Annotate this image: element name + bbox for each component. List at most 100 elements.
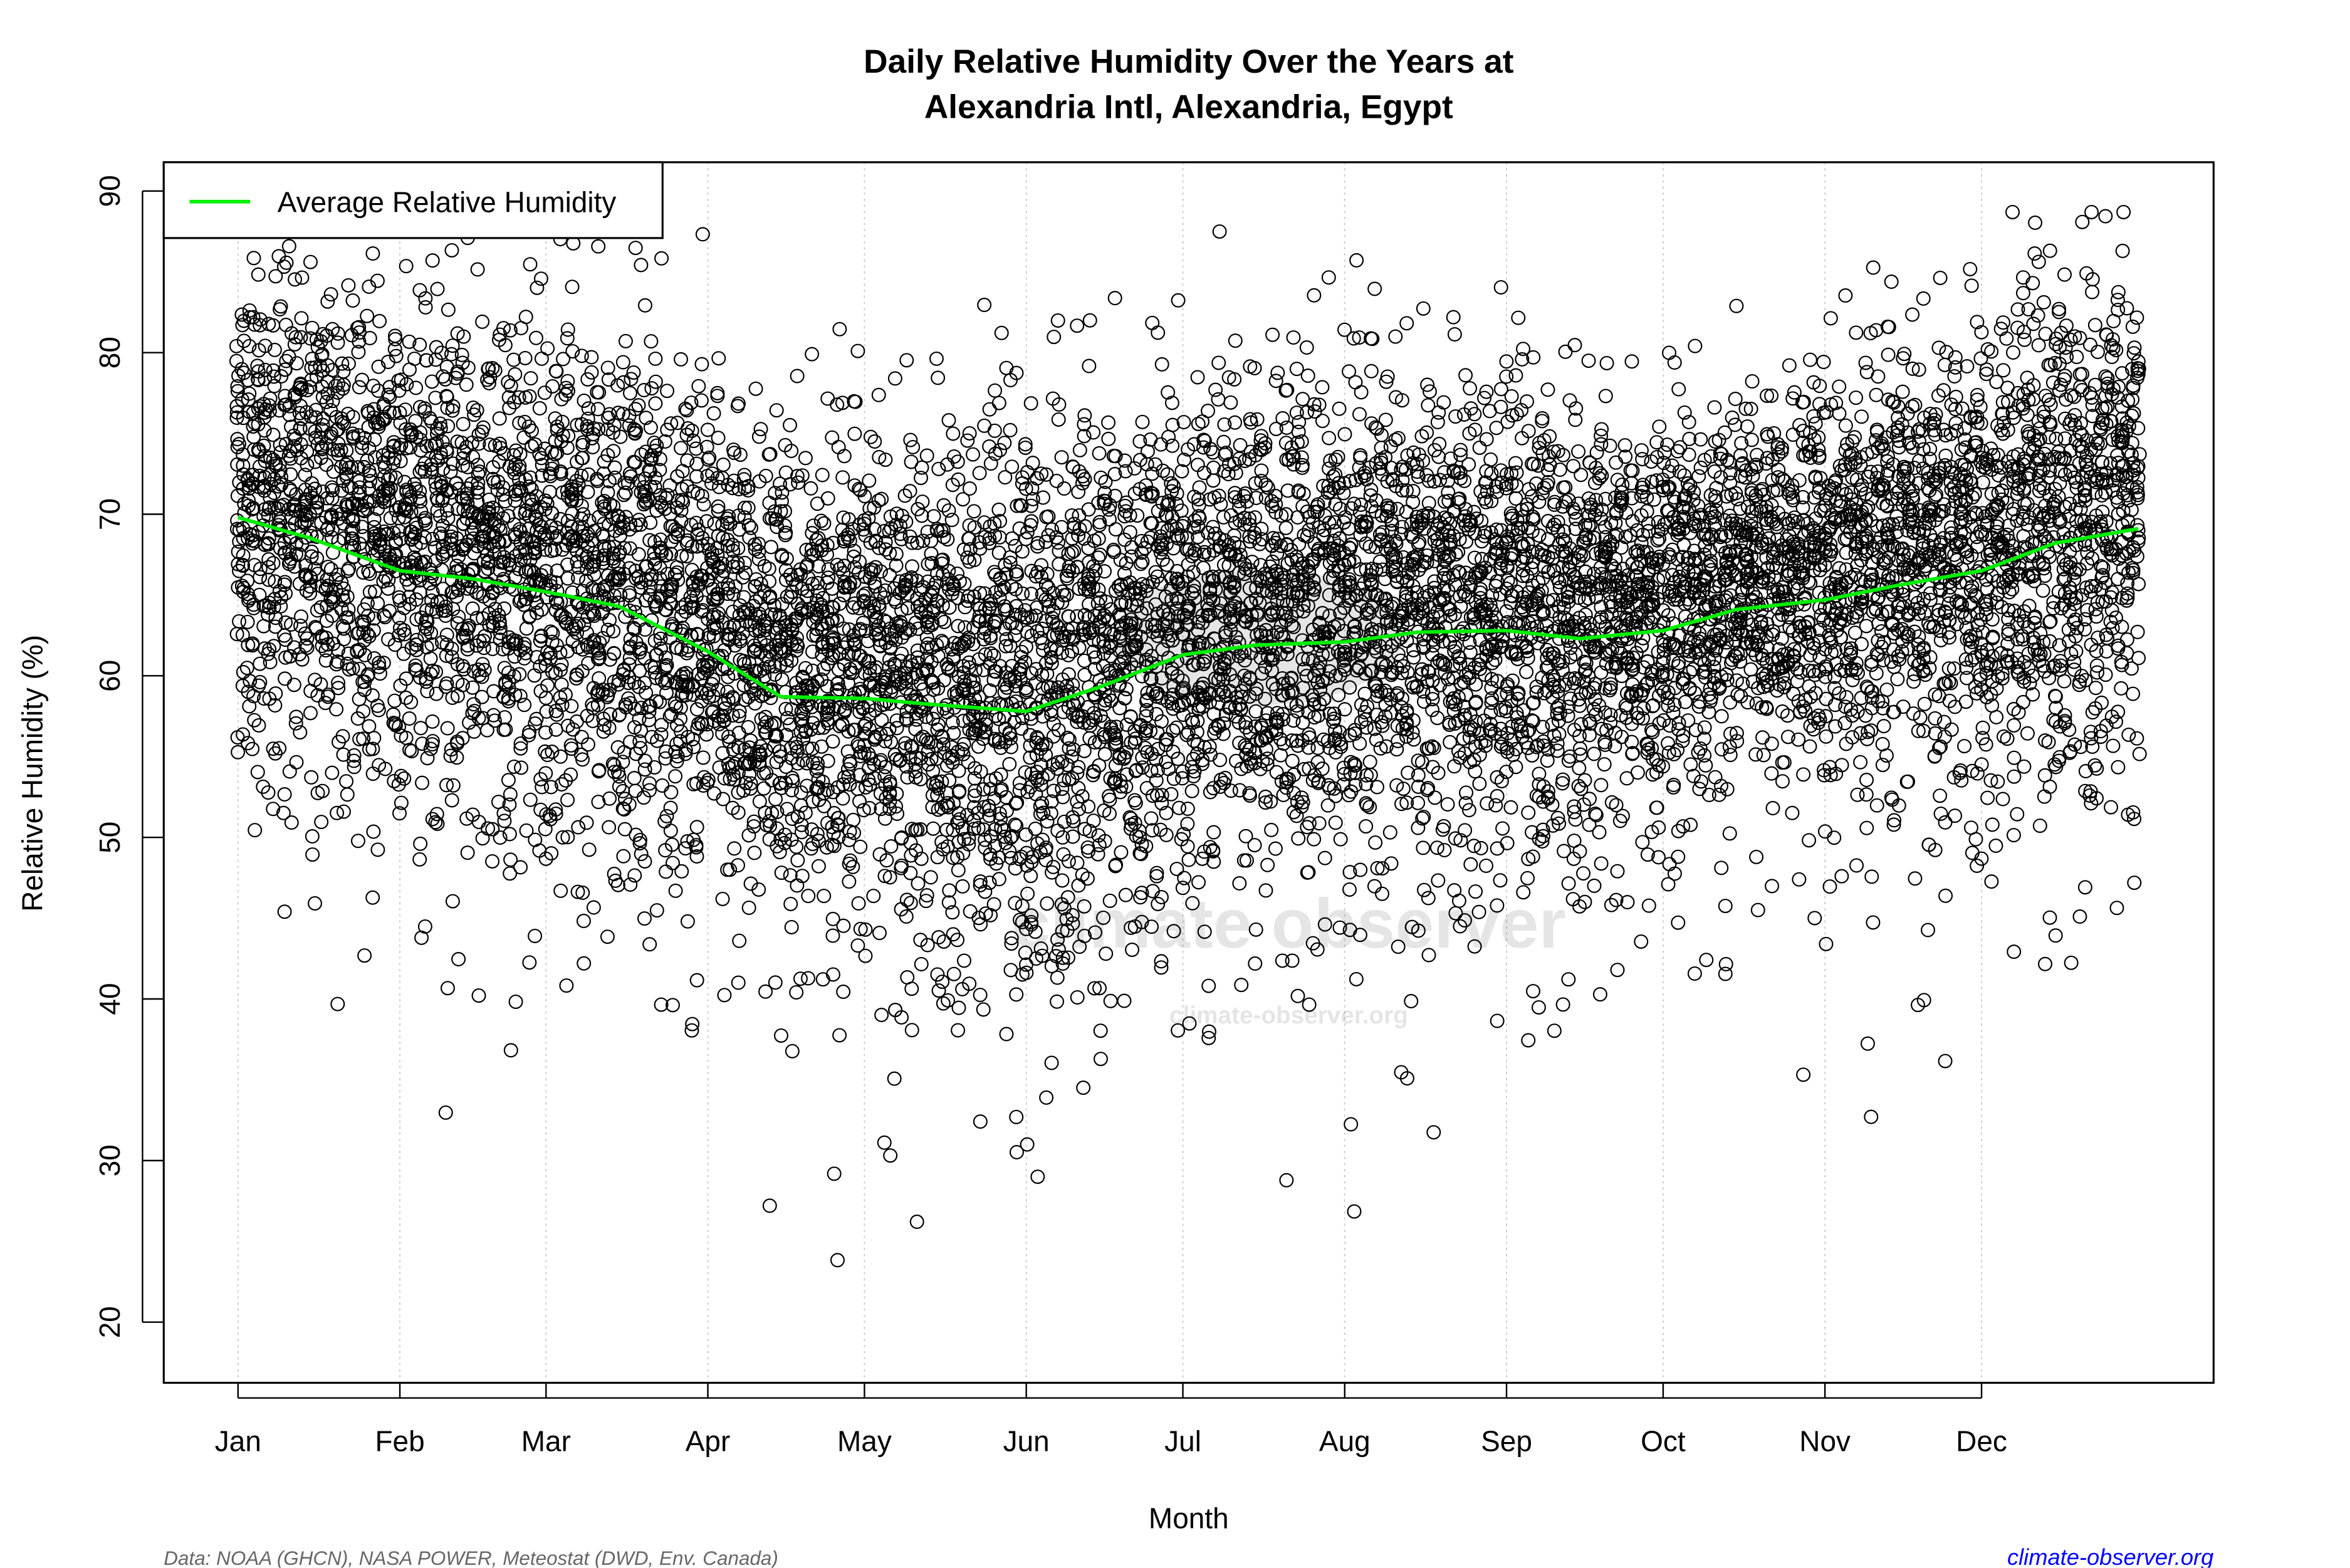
scatter-point <box>833 1029 846 1042</box>
scatter-point <box>1010 568 1023 581</box>
scatter-point <box>580 626 593 639</box>
scatter-point <box>462 361 475 374</box>
scatter-point <box>306 830 319 843</box>
scatter-point <box>726 802 739 815</box>
scatter-point <box>1209 384 1222 397</box>
scatter-point <box>296 271 309 285</box>
scatter-point <box>1178 872 1191 885</box>
scatter-point <box>743 901 756 914</box>
scatter-point <box>832 441 845 454</box>
scatter-point <box>1052 413 1065 426</box>
scatter-point <box>446 794 459 807</box>
scatter-point <box>943 884 956 897</box>
scatter-point <box>290 756 303 769</box>
scatter-point <box>770 404 783 417</box>
scatter-point <box>601 930 614 943</box>
scatter-point <box>912 877 925 890</box>
scatter-point <box>972 740 985 753</box>
scatter-point <box>441 981 454 995</box>
scatter-point <box>520 310 533 323</box>
scatter-point <box>712 431 725 444</box>
scatter-point <box>367 247 380 260</box>
scatter-point <box>796 869 809 882</box>
scatter-point <box>977 1003 990 1016</box>
scatter-point <box>924 535 937 548</box>
scatter-point <box>635 259 648 272</box>
scatter-point <box>711 389 724 402</box>
scatter-point <box>415 776 429 790</box>
scatter-point <box>624 387 637 400</box>
scatter-point <box>697 498 711 511</box>
scatter-point <box>848 479 861 492</box>
scatter-point <box>958 954 971 968</box>
scatter-point <box>441 722 454 735</box>
scatter-point <box>1071 991 1084 1004</box>
scatter-point <box>883 569 896 582</box>
scatter-point <box>988 898 1001 911</box>
scatter-point <box>295 311 308 325</box>
scatter-point <box>825 431 838 444</box>
scatter-point <box>831 1253 844 1267</box>
scatter-point <box>1207 474 1220 487</box>
scatter-point <box>352 834 365 847</box>
scatter-point <box>878 1136 891 1149</box>
scatter-point <box>791 370 804 383</box>
scatter-point <box>1115 846 1128 859</box>
scatter-point <box>836 471 849 484</box>
scatter-point <box>696 227 709 241</box>
scatter-point <box>848 427 861 441</box>
scatter-point <box>509 995 523 1008</box>
scatter-point <box>650 904 664 917</box>
scatter-point <box>373 315 386 328</box>
scatter-point <box>936 975 949 988</box>
scatter-point <box>266 319 279 332</box>
scatter-point <box>358 949 371 962</box>
scatter-point <box>360 310 373 323</box>
scatter-point <box>461 846 474 859</box>
scatter-point <box>802 889 815 902</box>
scatter-point <box>592 240 605 253</box>
scatter-point <box>632 399 645 412</box>
scatter-point <box>471 263 484 276</box>
scatter-point <box>414 721 427 734</box>
scatter-point <box>931 372 944 385</box>
scatter-point <box>460 378 473 391</box>
scatter-point <box>1098 565 1111 578</box>
scatter-point <box>783 419 796 432</box>
scatter-point <box>732 976 745 990</box>
scatter-point <box>659 865 672 879</box>
scatter-point <box>669 884 682 897</box>
scatter-point <box>403 712 416 725</box>
scatter-point <box>366 891 379 904</box>
scatter-point <box>1104 995 1117 1008</box>
scatter-point <box>316 785 329 798</box>
scatter-point <box>493 412 506 425</box>
scatter-point <box>927 822 940 835</box>
scatter-point <box>337 474 350 488</box>
scatter-point <box>285 816 298 829</box>
scatter-point <box>603 792 616 805</box>
scatter-point <box>367 825 380 839</box>
scatter-point <box>628 771 641 785</box>
scatter-point <box>1076 790 1089 803</box>
scatter-point <box>895 903 908 916</box>
scatter-point <box>664 802 677 815</box>
scatter-point <box>664 824 677 837</box>
scatter-point <box>341 590 354 604</box>
scatter-point <box>481 724 494 737</box>
scatter-point <box>1191 458 1204 471</box>
scatter-point <box>1171 862 1184 875</box>
scatter-point <box>476 315 489 328</box>
scatter-point <box>442 303 455 316</box>
scatter-point <box>951 1024 964 1037</box>
scatter-point <box>347 294 360 307</box>
scatter-point <box>241 661 254 674</box>
scatter-point <box>911 1215 924 1228</box>
scatter-point <box>1092 532 1105 545</box>
scatter-point <box>669 770 682 783</box>
scatter-point <box>935 613 948 626</box>
scatter-point <box>851 345 864 358</box>
scatter-point <box>833 323 846 336</box>
scatter-point <box>332 336 345 349</box>
scatter-point <box>974 988 987 1001</box>
